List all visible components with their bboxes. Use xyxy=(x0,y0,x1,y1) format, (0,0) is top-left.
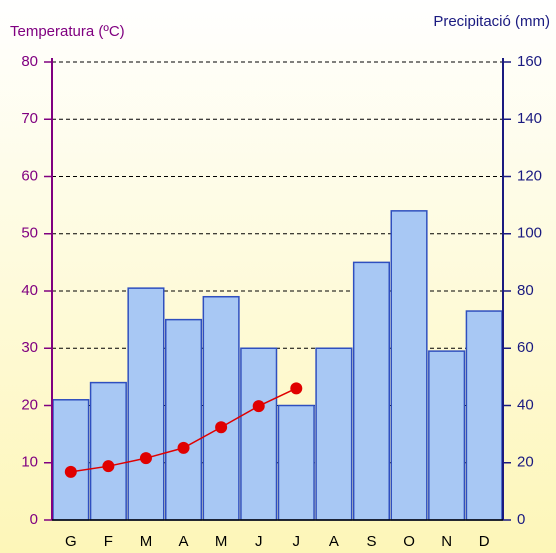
bar xyxy=(165,318,203,521)
y2-tick-label: 160 xyxy=(517,53,542,70)
x-tick-label: G xyxy=(65,533,77,550)
temperature-point xyxy=(215,421,228,434)
y2-tick-label: 100 xyxy=(517,225,542,242)
y-tick-label: 60 xyxy=(21,167,38,184)
y2-tick-label: 20 xyxy=(517,454,534,471)
x-tick-label: J xyxy=(255,533,263,550)
y-tick-label: 10 xyxy=(21,454,38,471)
y-tick-label: 0 xyxy=(30,511,38,528)
y-tick-label: 70 xyxy=(21,110,38,127)
temperature-point xyxy=(139,452,152,465)
x-tick-label: N xyxy=(441,533,452,550)
bar xyxy=(315,347,353,521)
bar xyxy=(240,347,278,521)
temperature-point xyxy=(64,465,77,478)
temperature-point xyxy=(252,400,265,413)
y-tick-label: 50 xyxy=(21,225,38,242)
bar xyxy=(127,287,165,521)
y-axis-title: Temperatura (ºC) xyxy=(10,23,125,40)
x-tick-label: A xyxy=(179,533,189,550)
y-tick-label: 80 xyxy=(21,53,38,70)
y2-tick-label: 140 xyxy=(517,110,542,127)
bar xyxy=(352,261,390,521)
y-tick-label: 40 xyxy=(21,282,38,299)
bar xyxy=(202,295,240,521)
bar xyxy=(277,404,315,521)
x-tick-label: M xyxy=(215,533,228,550)
temperature-point xyxy=(102,460,115,473)
y-tick-label: 20 xyxy=(21,396,38,413)
temperature-point xyxy=(290,382,303,395)
x-tick-label: J xyxy=(293,533,301,550)
y-tick-label: 30 xyxy=(21,339,38,356)
y2-tick-label: 0 xyxy=(517,511,525,528)
x-tick-label: M xyxy=(140,533,153,550)
temperature-point xyxy=(177,441,190,454)
x-tick-label: D xyxy=(479,533,490,550)
x-tick-label: F xyxy=(104,533,113,550)
bar xyxy=(52,399,90,521)
bar xyxy=(89,381,127,521)
y2-axis-title: Precipitació (mm) xyxy=(433,13,550,30)
y2-tick-label: 40 xyxy=(517,396,534,413)
bar xyxy=(390,210,428,521)
x-tick-label: O xyxy=(403,533,415,550)
y2-tick-label: 80 xyxy=(517,282,534,299)
x-tick-label: A xyxy=(329,533,339,550)
y2-tick-label: 60 xyxy=(517,339,534,356)
bar xyxy=(428,350,466,521)
bar xyxy=(465,310,503,521)
x-tick-label: S xyxy=(366,533,376,550)
y2-tick-label: 120 xyxy=(517,167,542,184)
